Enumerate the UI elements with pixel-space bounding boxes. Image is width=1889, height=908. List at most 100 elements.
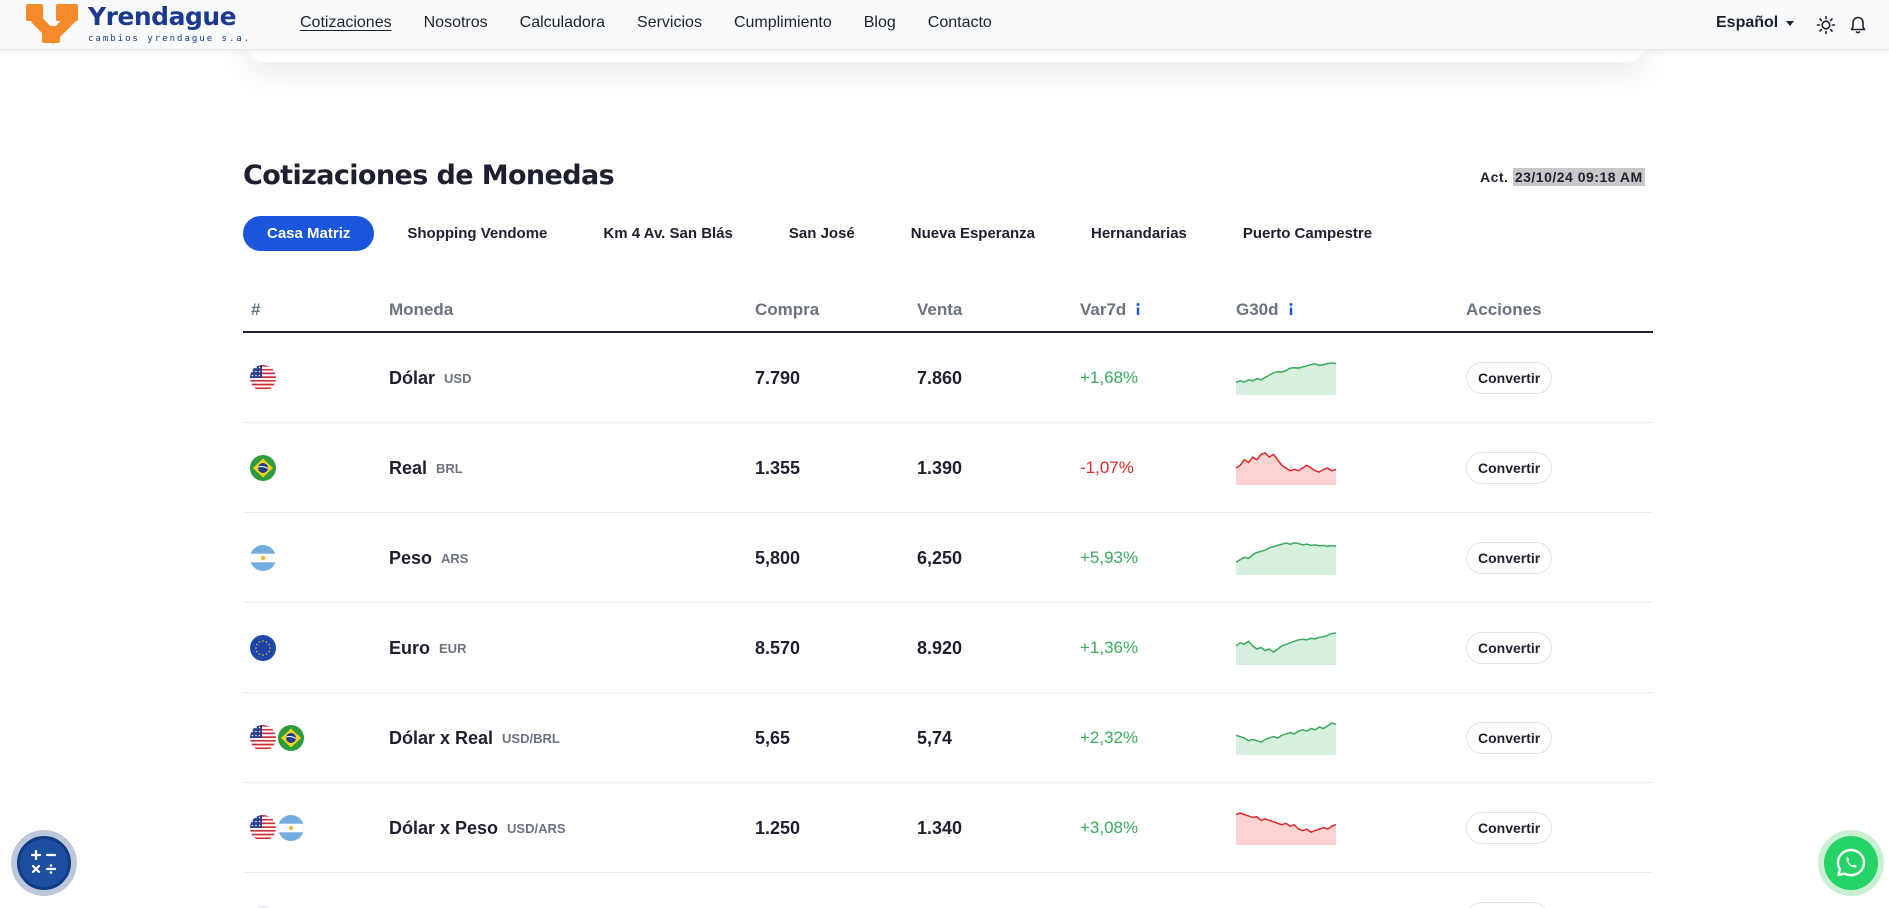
sell-rate: 1.390 bbox=[917, 457, 963, 478]
flag-us-icon bbox=[250, 815, 276, 841]
table-row-partial bbox=[243, 890, 1653, 908]
actions-cell: Convertir bbox=[1466, 423, 1553, 513]
header-g30d-label: G30d bbox=[1236, 300, 1279, 319]
page-title: Cotizaciones de Monedas bbox=[243, 160, 615, 191]
header-var7d-label: Var7d bbox=[1080, 300, 1127, 319]
convert-button[interactable]: Convertir bbox=[1466, 632, 1553, 664]
chevron-down-icon bbox=[1786, 20, 1795, 26]
calculator-button[interactable] bbox=[11, 830, 77, 896]
buy-rate: 5,65 bbox=[755, 727, 791, 748]
buy-rate: 1.355 bbox=[755, 457, 801, 478]
convert-button[interactable]: Convertir bbox=[1466, 362, 1553, 394]
brand-name: Yrendague bbox=[88, 2, 237, 31]
actions-cell: Convertir bbox=[1466, 783, 1553, 873]
nav-blog[interactable]: Blog bbox=[863, 14, 896, 31]
convert-button-partial[interactable] bbox=[1466, 902, 1549, 908]
convert-button[interactable]: Convertir bbox=[1466, 722, 1553, 754]
header-sell[interactable]: Venta bbox=[917, 300, 963, 319]
buy-rate: 5,800 bbox=[755, 547, 801, 568]
tab-san-jose[interactable]: San José bbox=[788, 225, 855, 242]
info-icon[interactable] bbox=[1134, 302, 1142, 316]
language-selector[interactable]: Español bbox=[1716, 14, 1795, 32]
brand-logo[interactable]: Yrendague cambios yrendague s.a. bbox=[26, 2, 249, 48]
logo-mark-icon bbox=[26, 4, 78, 44]
currency-code: USD/ARS bbox=[507, 820, 566, 836]
sell-rate: 6,250 bbox=[917, 547, 963, 568]
convert-button[interactable]: Convertir bbox=[1466, 812, 1553, 844]
currency-name: Peso bbox=[389, 547, 433, 568]
actions-cell: Convertir bbox=[1466, 693, 1553, 783]
calculator-icon bbox=[30, 849, 57, 874]
sparkline-30d bbox=[1236, 333, 1336, 423]
currency-code: EUR bbox=[439, 640, 467, 656]
variation-7d: +3,08% bbox=[1080, 818, 1139, 837]
sparkline-30d bbox=[1236, 783, 1336, 873]
flag-ar-icon bbox=[278, 815, 304, 841]
tab-shopping-vendome[interactable]: Shopping Vendome bbox=[407, 225, 548, 242]
currency-name: Dólar bbox=[389, 367, 436, 388]
info-icon[interactable] bbox=[1287, 302, 1295, 316]
variation-7d: +5,93% bbox=[1080, 548, 1139, 567]
nav-cumplimiento[interactable]: Cumplimiento bbox=[733, 14, 832, 31]
flag-ar-icon bbox=[250, 545, 276, 571]
convert-button[interactable]: Convertir bbox=[1466, 542, 1553, 574]
variation-7d: +2,32% bbox=[1080, 728, 1139, 747]
updated-label: Act. bbox=[1480, 169, 1509, 185]
nav-calculadora[interactable]: Calculadora bbox=[519, 14, 606, 31]
currency-name-cell: Euro EUR bbox=[389, 603, 466, 693]
convert-button[interactable]: Convertir bbox=[1466, 452, 1553, 484]
table-row: Dólar USD 7.790 7.860 +1,68% Convertir bbox=[243, 333, 1653, 423]
currency-flags bbox=[250, 333, 276, 423]
language-label: Español bbox=[1716, 14, 1779, 31]
header-g30d[interactable]: G30d bbox=[1236, 300, 1295, 320]
flag-us-icon bbox=[250, 725, 276, 751]
header-currency: Moneda bbox=[389, 300, 454, 319]
tab-puerto-campestre[interactable]: Puerto Campestre bbox=[1242, 225, 1373, 242]
currency-flags bbox=[250, 423, 276, 513]
sparkline-30d bbox=[1236, 513, 1336, 603]
sell-rate: 1.340 bbox=[917, 817, 963, 838]
nav-servicios[interactable]: Servicios bbox=[637, 14, 702, 31]
actions-cell: Convertir bbox=[1466, 333, 1553, 423]
header-var7d[interactable]: Var7d bbox=[1080, 300, 1142, 320]
sparkline-30d bbox=[1236, 603, 1336, 693]
tab-km4-san-blas[interactable]: Km 4 Av. San Blás bbox=[603, 225, 733, 242]
tab-hernandarias[interactable]: Hernandarias bbox=[1091, 225, 1187, 242]
flag-br-icon bbox=[250, 455, 276, 481]
sell-rate: 5,74 bbox=[917, 727, 953, 748]
currency-flags bbox=[250, 783, 304, 873]
bell-icon[interactable] bbox=[1848, 15, 1868, 35]
actions-cell: Convertir bbox=[1466, 603, 1553, 693]
whatsapp-icon bbox=[1836, 848, 1866, 877]
top-navbar: Yrendague cambios yrendague s.a. Cotizac… bbox=[0, 0, 1889, 50]
currency-name-cell: Dólar x Peso USD/ARS bbox=[389, 783, 566, 873]
currency-name-cell: Real BRL bbox=[389, 423, 463, 513]
header-index: # bbox=[251, 300, 261, 319]
whatsapp-button-inner bbox=[1824, 836, 1878, 890]
currency-code: USD/BRL bbox=[502, 730, 560, 746]
currency-flags bbox=[250, 693, 304, 783]
currency-name: Euro bbox=[389, 637, 431, 658]
header-buy[interactable]: Compra bbox=[755, 300, 820, 319]
actions-cell: Convertir bbox=[1466, 513, 1553, 603]
currency-name-cell: Dólar x Real USD/BRL bbox=[389, 693, 560, 783]
currency-flags bbox=[250, 513, 276, 603]
table-row: Dólar x Peso USD/ARS 1.250 1.340 +3,08% Conve… bbox=[243, 783, 1653, 873]
currency-name: Real bbox=[389, 457, 428, 478]
flag-us-icon bbox=[250, 365, 276, 391]
currency-name-cell: Peso ARS bbox=[389, 513, 468, 603]
sun-icon[interactable] bbox=[1816, 15, 1836, 35]
currency-name: Dólar x Peso bbox=[389, 817, 499, 838]
tab-casa-matriz[interactable]: Casa Matriz bbox=[243, 216, 375, 251]
nav-cotizaciones[interactable]: Cotizaciones bbox=[300, 14, 392, 31]
sell-rate: 8.920 bbox=[917, 637, 963, 658]
whatsapp-button[interactable] bbox=[1818, 830, 1884, 896]
nav-nosotros[interactable]: Nosotros bbox=[423, 14, 488, 31]
nav-contacto[interactable]: Contacto bbox=[927, 14, 992, 31]
sell-rate: 7.860 bbox=[917, 367, 963, 388]
table-row: Euro EUR 8.570 8.920 +1,36% Convertir bbox=[243, 603, 1653, 693]
tab-nueva-esperanza[interactable]: Nueva Esperanza bbox=[910, 225, 1035, 242]
rates-table-header: # Moneda Compra Venta Var7d G30d Accione… bbox=[243, 298, 1653, 333]
variation-7d: +1,68% bbox=[1080, 368, 1139, 387]
main-nav: Cotizaciones Nosotros Calculadora Servic… bbox=[300, 14, 992, 32]
